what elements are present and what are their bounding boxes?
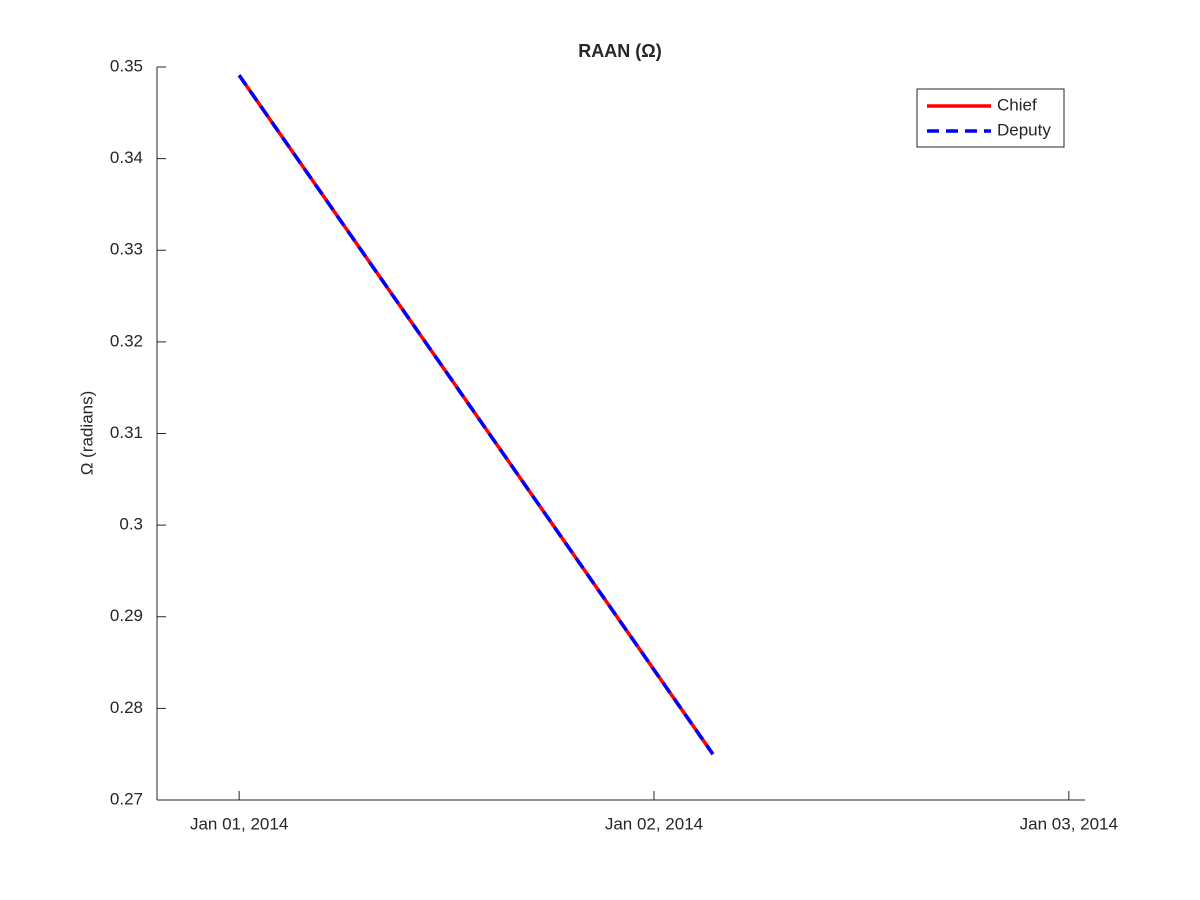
x-tick-label: Jan 01, 2014 bbox=[190, 814, 288, 833]
y-tick-label: 0.32 bbox=[110, 331, 143, 350]
x-tick-label: Jan 02, 2014 bbox=[605, 814, 703, 833]
y-tick-label: 0.28 bbox=[110, 698, 143, 717]
y-tick-label: 0.35 bbox=[110, 56, 143, 75]
series-line bbox=[237, 74, 715, 756]
legend-label: Deputy bbox=[997, 120, 1051, 139]
x-tick-label: Jan 03, 2014 bbox=[1020, 814, 1118, 833]
legend-box bbox=[916, 88, 1065, 148]
y-tick-label: 0.29 bbox=[110, 606, 143, 625]
y-axis-label: Ω (radians) bbox=[77, 391, 96, 476]
legend-label: Chief bbox=[997, 95, 1037, 114]
y-tick-label: 0.31 bbox=[110, 423, 143, 442]
y-tick-label: 0.27 bbox=[110, 789, 143, 808]
y-tick-label: 0.33 bbox=[110, 240, 143, 259]
chart-title: RAAN (Ω) bbox=[578, 41, 661, 61]
y-tick-label: 0.34 bbox=[110, 148, 143, 167]
y-tick-label: 0.3 bbox=[119, 515, 143, 534]
